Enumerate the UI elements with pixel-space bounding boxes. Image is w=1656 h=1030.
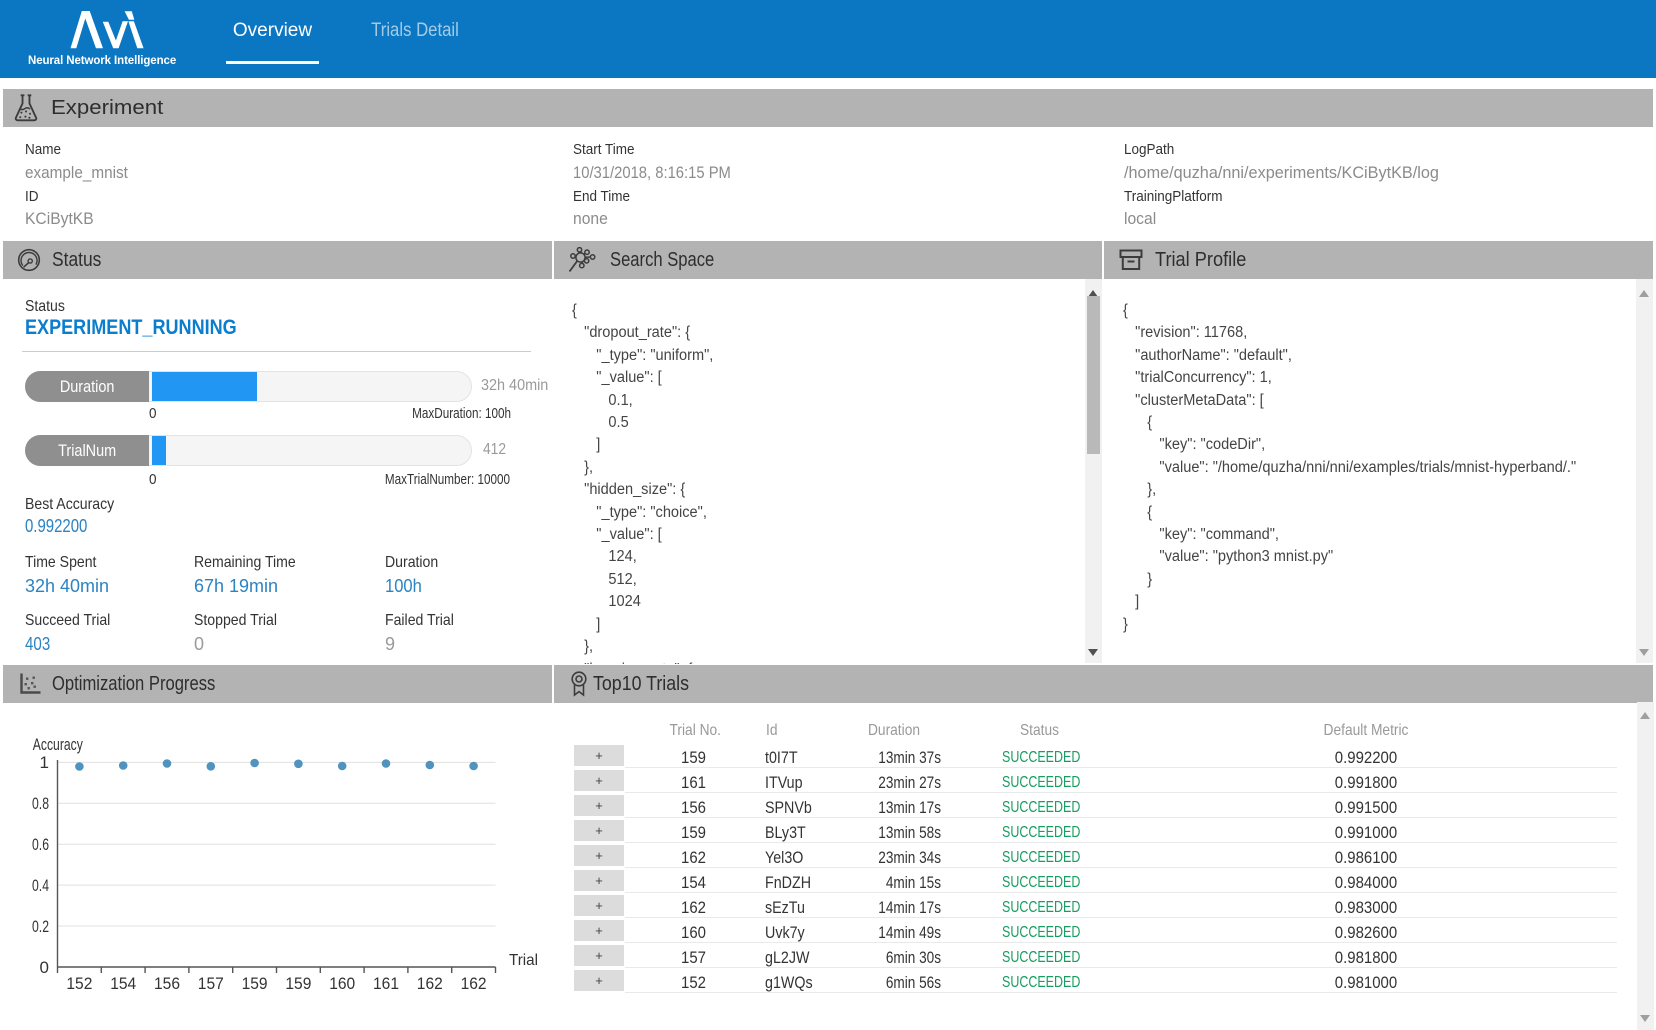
svg-text:0.6: 0.6: [32, 835, 49, 854]
svg-text:Accuracy: Accuracy: [33, 735, 83, 754]
svg-text:0: 0: [40, 958, 49, 977]
svg-text:0.4: 0.4: [32, 876, 49, 895]
svg-text:1: 1: [40, 753, 49, 772]
svg-text:156: 156: [154, 974, 180, 993]
svg-text:157: 157: [198, 974, 224, 993]
svg-text:159: 159: [242, 974, 268, 993]
svg-text:161: 161: [373, 974, 399, 993]
svg-text:154: 154: [110, 974, 136, 993]
svg-text:152: 152: [66, 974, 92, 993]
svg-text:162: 162: [461, 974, 487, 993]
svg-text:Trial: Trial: [509, 952, 538, 969]
svg-text:0.2: 0.2: [32, 917, 49, 936]
svg-text:162: 162: [417, 974, 443, 993]
svg-text:160: 160: [329, 974, 355, 993]
svg-text:0.8: 0.8: [32, 794, 49, 813]
svg-text:159: 159: [285, 974, 311, 993]
